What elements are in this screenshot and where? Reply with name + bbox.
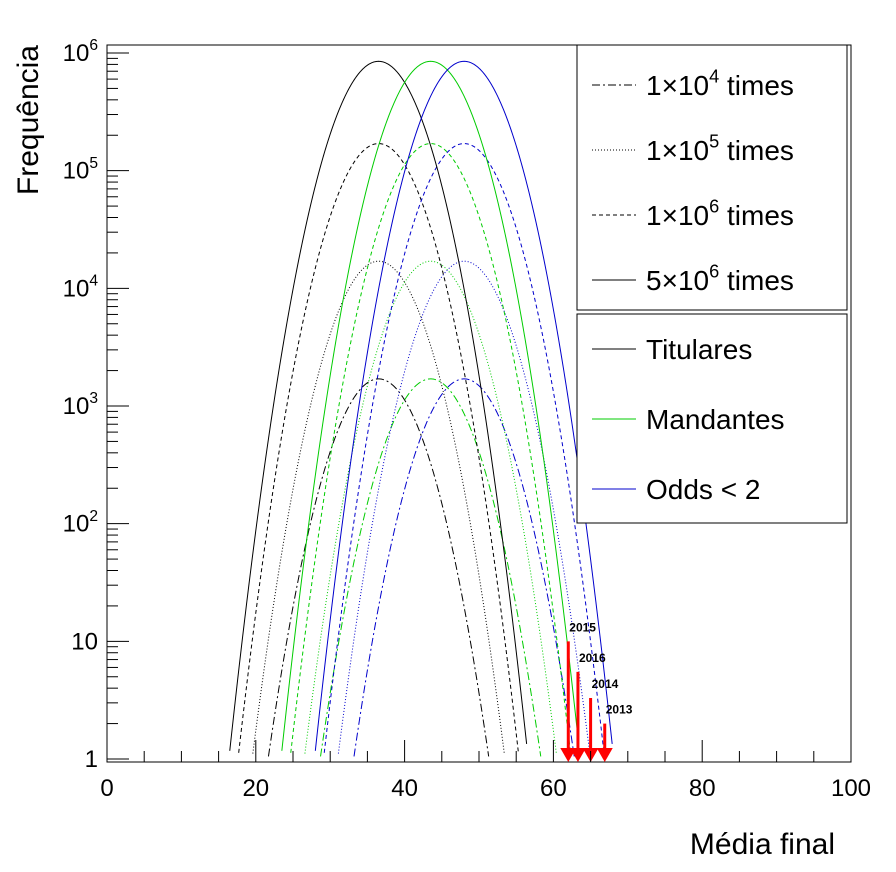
legend-group-label: Odds < 2 [646, 474, 760, 505]
x-tick-label: 60 [540, 775, 567, 802]
year-marker-arrow [569, 748, 586, 762]
year-marker-label: 2013 [606, 703, 633, 717]
legend-group-label: Mandantes [646, 404, 785, 435]
x-tick-label: 20 [242, 775, 269, 802]
curve [238, 143, 519, 753]
legend-sample-label: 1×105 times [646, 131, 794, 166]
legend-sample-label: 1×104 times [646, 66, 794, 101]
curves-group [229, 60, 613, 757]
legend-sample-label: 1×106 times [646, 196, 794, 231]
legend-sample-label: 5×106 times [646, 261, 794, 296]
curve [353, 378, 575, 757]
legend-groups: Titulares Mandantes Odds < 2 [576, 313, 848, 524]
curve [252, 260, 505, 754]
y-tick-label: 106 [63, 37, 98, 67]
y-axis: 1 10 102 103 104 105 106 [63, 37, 129, 773]
x-tick-label: 80 [689, 775, 716, 802]
curve [337, 260, 591, 754]
x-axis-label: Média final [690, 828, 835, 861]
year-marker-label: 2016 [579, 651, 606, 665]
y-tick-label: 1 [85, 746, 98, 773]
y-tick-label: 105 [63, 155, 99, 185]
legend-samples-box [576, 44, 848, 311]
x-axis: 0 20 40 60 80 100 [100, 740, 871, 802]
curve [267, 378, 490, 757]
curve [281, 60, 580, 751]
x-tick-label: 40 [391, 775, 418, 802]
y-tick-label: 102 [63, 508, 98, 538]
curve [314, 60, 613, 751]
curve [323, 143, 605, 753]
x-tick-label: 100 [831, 775, 871, 802]
year-marker-label: 2014 [592, 677, 619, 691]
year-marker-label: 2015 [569, 620, 596, 634]
curve [304, 260, 557, 754]
legend-group-label: Titulares [646, 334, 752, 365]
x-tick-label: 0 [100, 775, 113, 802]
year-marker-arrow [596, 748, 613, 762]
y-tick-label: 10 [71, 628, 98, 655]
year-markers-group: 2015 2016 2014 2013 [560, 620, 633, 762]
y-tick-label: 104 [63, 273, 99, 303]
curve [290, 143, 572, 753]
y-axis-label: Frequência [12, 45, 45, 195]
y-tick-label: 103 [63, 390, 98, 420]
curve [320, 378, 542, 757]
legend-samples: 1×104 times 1×105 times 1×106 times 5×106 t… [576, 44, 848, 311]
curve [229, 60, 528, 751]
